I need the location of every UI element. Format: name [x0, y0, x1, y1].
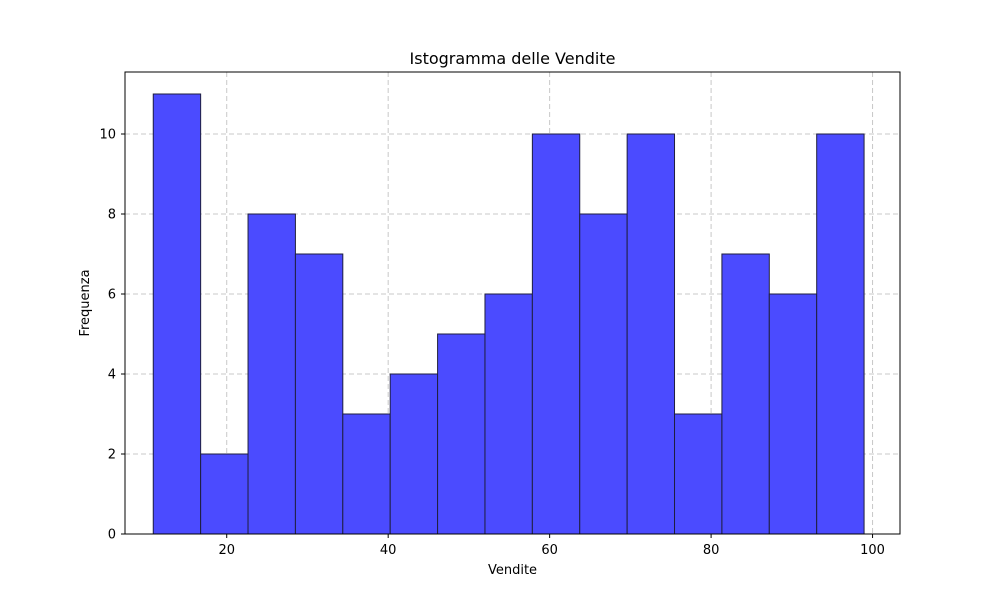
- y-tick-label: 2: [108, 448, 116, 463]
- x-axis-ticks: 20 40 60 80 100: [218, 534, 885, 558]
- x-tick-label: 20: [218, 543, 235, 558]
- y-tick-label: 6: [108, 288, 116, 303]
- histogram-bar: [152, 93, 202, 535]
- y-tick-label: 10: [99, 128, 116, 143]
- x-axis-label: Vendite: [488, 563, 537, 578]
- y-tick-label: 0: [108, 528, 116, 543]
- plot-frame: [124, 71, 901, 535]
- histogram-bar: [294, 253, 344, 535]
- histogram-bar: [531, 133, 581, 535]
- histogram-bar: [721, 253, 770, 535]
- histogram-bar: [437, 333, 486, 535]
- histogram-bar: [816, 133, 865, 535]
- x-tick-label: 80: [703, 543, 720, 558]
- histogram-bar: [626, 133, 676, 535]
- histogram-bar: [674, 413, 723, 535]
- histogram-bar: [342, 413, 391, 535]
- x-tick-label: 100: [860, 543, 885, 558]
- y-axis-ticks: 0 2 4 6 8 10: [99, 128, 125, 543]
- y-tick-label: 8: [108, 208, 116, 223]
- x-tick-label: 40: [380, 543, 397, 558]
- y-axis-label: Frequenza: [78, 269, 93, 336]
- histogram-bar: [247, 213, 296, 535]
- x-tick-label: 60: [541, 543, 558, 558]
- histogram-bar: [200, 453, 249, 535]
- histogram-bar: [389, 373, 439, 535]
- histogram-bar: [768, 293, 818, 535]
- chart-title: Istogramma delle Vendite: [410, 49, 616, 68]
- histogram-bar: [579, 213, 628, 535]
- y-tick-label: 4: [108, 368, 116, 383]
- histogram-bar: [484, 293, 533, 535]
- bars-layer: [152, 93, 865, 535]
